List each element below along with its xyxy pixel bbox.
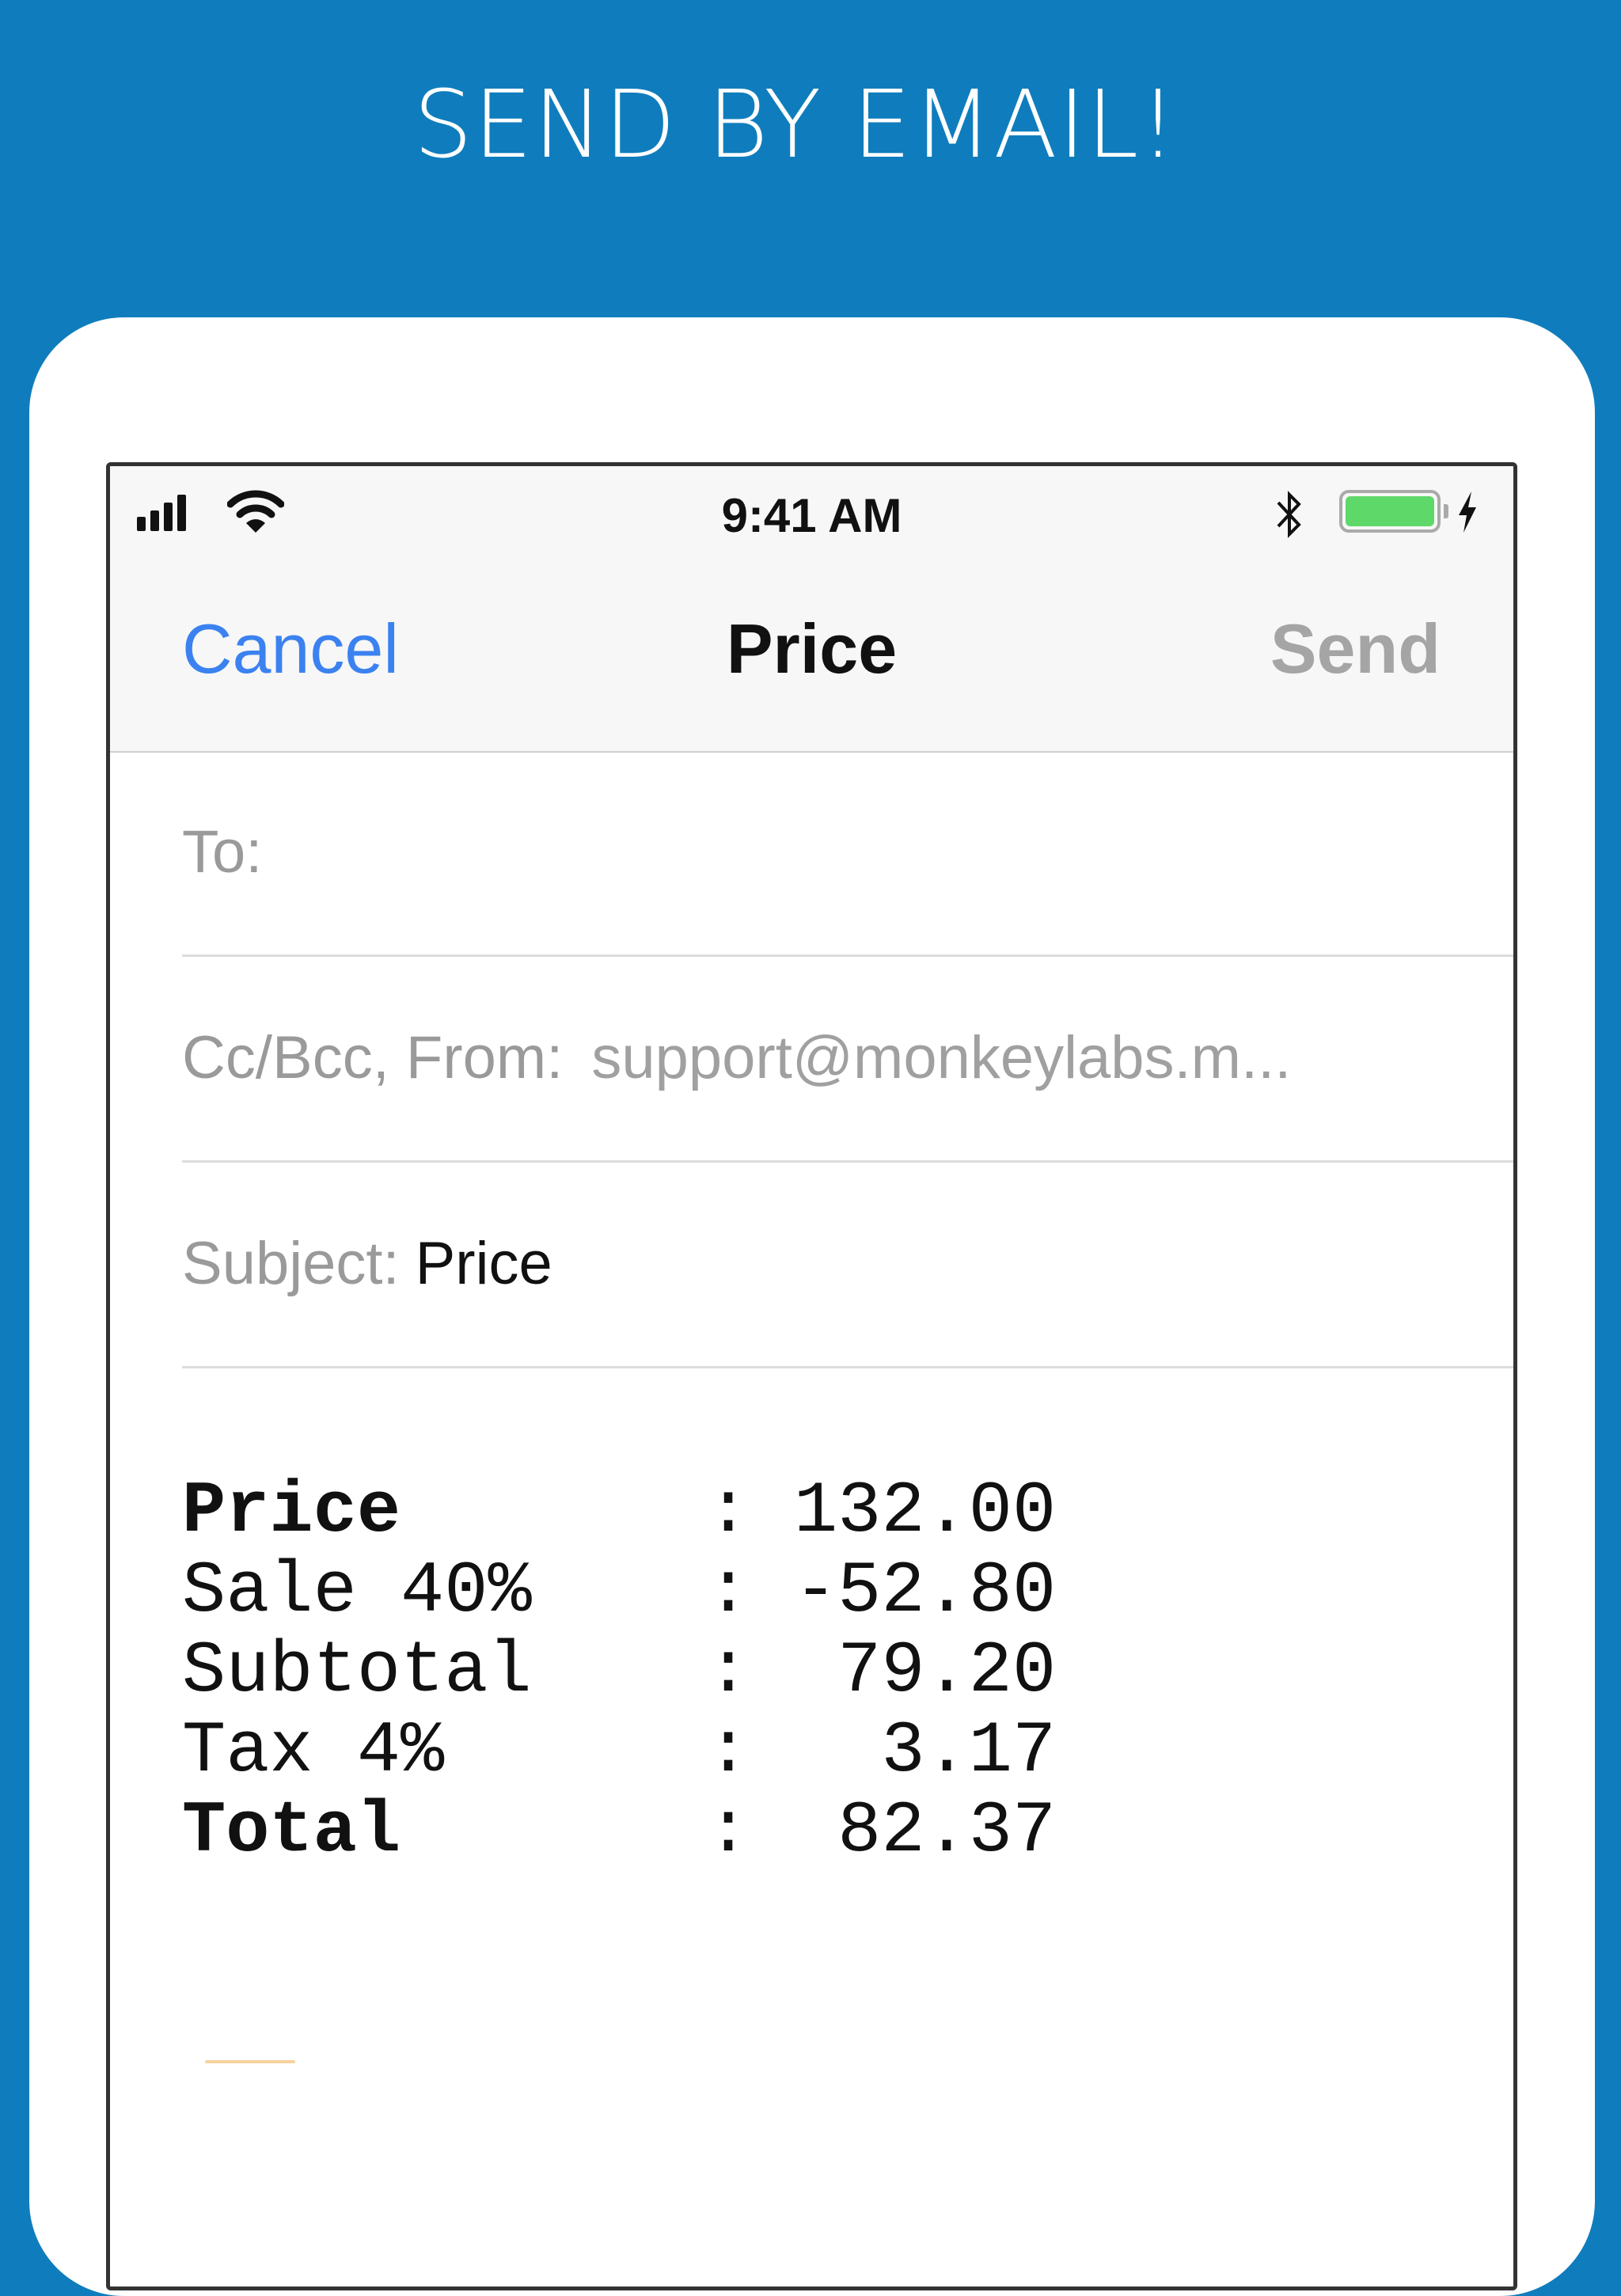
wifi-icon bbox=[227, 490, 284, 533]
status-time: 9:41 AM bbox=[721, 489, 902, 542]
battery-icon bbox=[1339, 490, 1441, 533]
cancel-button[interactable]: Cancel bbox=[182, 609, 399, 688]
line-label: Total bbox=[182, 1789, 401, 1873]
subject-label: Subject: bbox=[182, 1230, 400, 1297]
to-label: To: bbox=[182, 818, 263, 886]
line-separator: : bbox=[531, 1630, 838, 1713]
body-line: Sale 40% : -52.80 bbox=[182, 1551, 1056, 1631]
top-bar: 9:41 AM Price Cancel Send bbox=[110, 466, 1513, 753]
signal-icon bbox=[137, 495, 186, 531]
line-value: 79.20 bbox=[837, 1630, 1057, 1713]
phone-screen: 9:41 AM Price Cancel Send To: Cc/Bcc, Fr… bbox=[106, 462, 1517, 2290]
nav-title: Price bbox=[726, 609, 898, 688]
email-body[interactable]: Price : 132.00 Sale 40% : -52.80 Subtotal … bbox=[182, 1471, 1056, 1871]
line-value: 132.00 bbox=[793, 1470, 1057, 1553]
text-cursor-mark bbox=[205, 2060, 295, 2063]
line-separator: : bbox=[444, 1710, 882, 1793]
send-button[interactable]: Send bbox=[1270, 609, 1441, 688]
subject-input[interactable]: Price bbox=[415, 1230, 552, 1297]
line-value: 82.37 bbox=[837, 1789, 1057, 1873]
battery-nub bbox=[1444, 504, 1448, 518]
subject-field[interactable]: Subject: Price bbox=[182, 1163, 1513, 1368]
body-line: Price : 132.00 bbox=[182, 1471, 1056, 1551]
bluetooth-icon bbox=[1277, 491, 1301, 538]
body-line: Total : 82.37 bbox=[182, 1791, 1056, 1871]
cc-label: Cc/Bcc, From: bbox=[182, 1024, 564, 1091]
line-label: Sale 40% bbox=[182, 1550, 532, 1633]
line-label: Tax 4% bbox=[182, 1710, 445, 1793]
cc-from-field[interactable]: Cc/Bcc, From: support@monkeylabs.m... bbox=[182, 957, 1513, 1163]
headline: SEND BY EMAIL! bbox=[413, 70, 1178, 179]
line-separator: : bbox=[531, 1550, 794, 1633]
body-line: Subtotal : 79.20 bbox=[182, 1631, 1056, 1711]
body-line: Tax 4% : 3.17 bbox=[182, 1711, 1056, 1791]
line-label: Subtotal bbox=[182, 1630, 532, 1713]
line-separator: : bbox=[401, 1789, 838, 1873]
charging-icon bbox=[1459, 491, 1476, 533]
line-separator: : bbox=[401, 1470, 794, 1553]
to-field[interactable]: To: bbox=[182, 751, 1513, 957]
line-value: -52.80 bbox=[793, 1550, 1057, 1633]
line-label: Price bbox=[182, 1470, 401, 1553]
line-value: 3.17 bbox=[881, 1710, 1057, 1793]
from-value[interactable]: support@monkeylabs.m... bbox=[591, 1024, 1292, 1091]
